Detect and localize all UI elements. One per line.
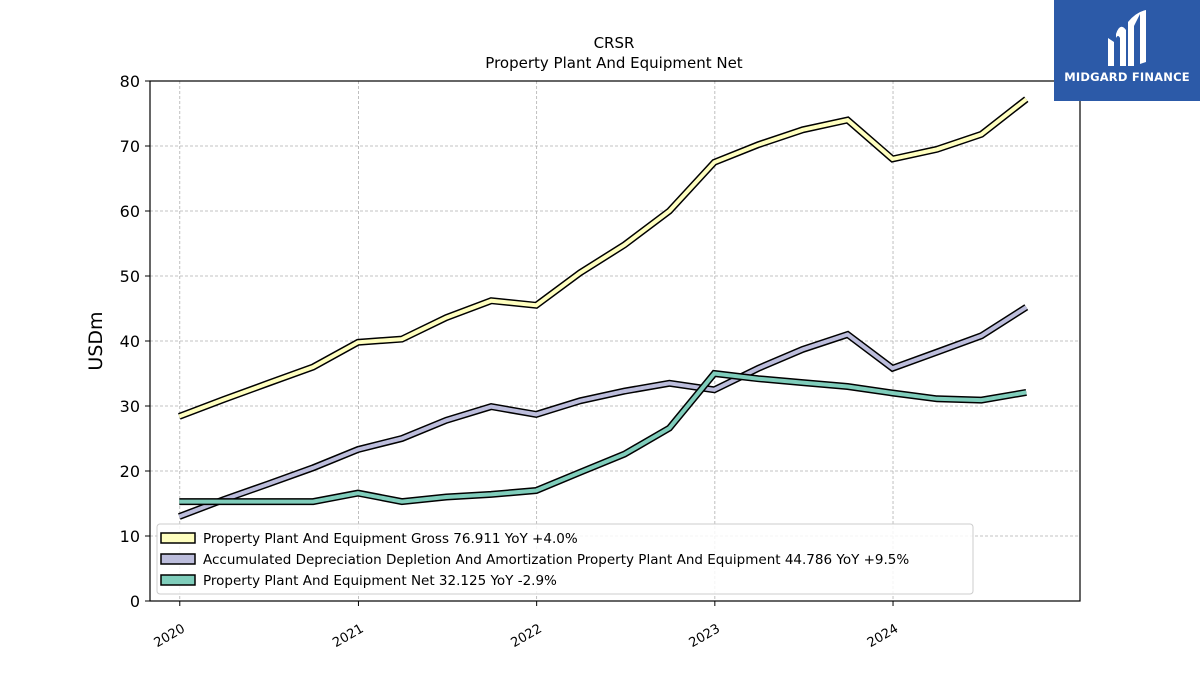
series-line-0 [178,97,1028,419]
legend-label-0: Property Plant And Equipment Gross 76.91… [203,531,578,547]
x-axis: 2020 2021 2022 2023 2024 [152,601,901,651]
y-tick-label: 0 [130,592,140,611]
series-line-1 [178,305,1028,519]
y-tick-label: 50 [120,267,140,286]
legend-label-1: Accumulated Depreciation Depletion And A… [203,552,909,568]
x-tick-label: 2021 [330,621,366,651]
series-lines [178,96,1029,520]
chart-subtitle: Property Plant And Equipment Net [485,54,742,72]
x-tick-label: 2023 [687,621,723,651]
y-axis-label: USDm [85,311,107,370]
x-tick-label: 2020 [152,621,188,651]
legend-swatch-0 [160,532,196,544]
legend: Property Plant And Equipment Gross 76.91… [156,523,974,595]
y-tick-label: 40 [120,332,140,351]
legend-swatch-1 [160,553,196,565]
y-tick-label: 60 [120,202,140,221]
y-tick-label: 10 [120,527,140,546]
legend-swatch-2 [160,574,196,586]
x-tick-label: 2022 [508,621,544,651]
legend-box [156,523,974,595]
series-line-2 [179,371,1027,504]
x-tick-label: 2024 [865,621,901,651]
legend-label-2: Property Plant And Equipment Net 32.125 … [203,573,557,589]
midgard-logo-icon [1108,10,1146,66]
y-axis: 0 10 20 30 40 50 60 70 80 [120,72,150,611]
brand-name: MIDGARD FINANCE [1064,70,1190,84]
series-line-outline-1 [178,304,1029,520]
chart-title: CRSR [594,34,635,52]
y-tick-label: 20 [120,462,140,481]
brand-logo: MIDGARD FINANCE [1054,0,1200,101]
y-tick-label: 70 [120,137,140,156]
y-tick-label: 30 [120,397,140,416]
y-tick-label: 80 [120,72,140,91]
grid-lines [150,80,1080,602]
